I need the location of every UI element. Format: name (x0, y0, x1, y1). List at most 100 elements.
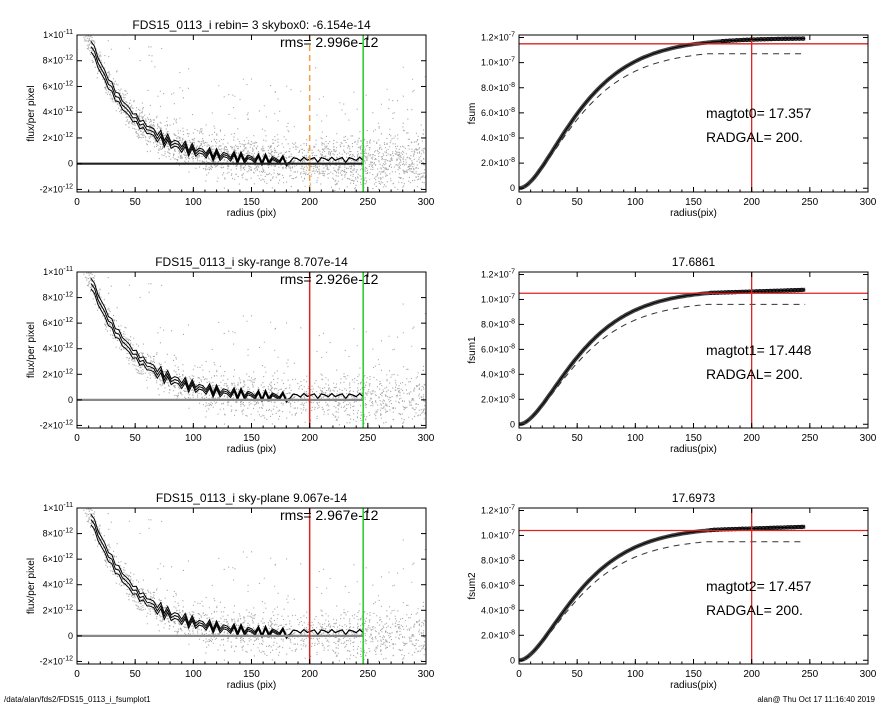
y-axis-label: flux/per pixel (26, 558, 37, 614)
y-tick-label: 2.0×10-8 (481, 157, 515, 168)
y-tick-mantissa: 4.0×10 (481, 133, 509, 143)
x-tick-label: 100 (627, 669, 644, 680)
y-tick-exponent: -12 (63, 55, 73, 62)
x-tick-label: 200 (743, 669, 760, 680)
x-tick-label: 200 (301, 669, 318, 680)
y-tick-label: -2×10-12 (40, 419, 74, 430)
plot-area (519, 36, 806, 191)
y-tick-label: 0 (68, 631, 73, 641)
y-tick-mantissa: 0 (68, 631, 73, 641)
y-tick-exponent: -8 (509, 368, 515, 375)
fsum-marker (799, 287, 804, 293)
y-tick-label: 1.2×10-7 (481, 32, 515, 43)
y-tick-mantissa: 1.0×10 (481, 294, 509, 304)
x-tick-label: 200 (301, 433, 318, 444)
y-tick-exponent: -12 (63, 419, 73, 426)
y-tick-mantissa: 2×10 (43, 605, 63, 615)
x-tick-label: 50 (572, 197, 584, 208)
y-tick-exponent: -8 (509, 629, 515, 636)
fsum-marker (799, 524, 804, 530)
y-tick-mantissa: 4.0×10 (481, 369, 509, 379)
y-tick-mantissa: -2×10 (40, 184, 63, 194)
y-tick-label: 1.0×10-7 (481, 293, 515, 304)
y-tick-exponent: -12 (63, 368, 73, 375)
y-tick-exponent: -7 (509, 504, 515, 511)
x-tick-label: 100 (185, 197, 202, 208)
y-tick-label: 4.0×10-8 (481, 132, 515, 143)
y-tick-label: 6×10-12 (43, 80, 74, 91)
y-tick-exponent: -12 (63, 317, 73, 324)
y-tick-exponent: -11 (63, 502, 73, 509)
y-tick-mantissa: 0 (68, 159, 73, 169)
chart-title: FDS15_0113_i sky-range 8.707e-14 (155, 255, 348, 269)
x-tick-label: 250 (359, 669, 376, 680)
y-tick-mantissa: 4.0×10 (481, 605, 509, 615)
y-tick-exponent: -8 (509, 157, 515, 164)
y-tick-exponent: -8 (509, 604, 515, 611)
y-tick-mantissa: 4×10 (43, 580, 63, 590)
x-tick-label: 150 (243, 433, 260, 444)
y-tick-exponent: -12 (63, 132, 73, 139)
x-tick-label: 50 (130, 433, 142, 444)
y-axis-label: flux/per pixel (26, 85, 37, 141)
y-tick-mantissa: 2.0×10 (481, 630, 509, 640)
y-tick-label: 2×10-12 (43, 368, 74, 379)
y-tick-exponent: -7 (509, 293, 515, 300)
profile-line-3 (90, 51, 364, 167)
y-tick-exponent: -11 (63, 266, 73, 273)
y-tick-exponent: -7 (509, 57, 515, 64)
fsum-curve-core (519, 289, 806, 425)
y-tick-label: 4.0×10-8 (481, 604, 515, 615)
y-tick-label: 1×10-11 (43, 502, 73, 513)
chart-title: FDS15_0113_i rebin= 3 skybox0: -6.154e-1… (132, 18, 371, 32)
x-tick-label: 300 (418, 433, 435, 444)
y-tick-label: 6.0×10-8 (481, 107, 515, 118)
y-tick-mantissa: 8.0×10 (481, 319, 509, 329)
y-tick-exponent: -7 (509, 529, 515, 536)
chart-profile-1: rms= 2.996e-12 0 50 100 150 200 250 300 1×10-11 8… (26, 18, 435, 219)
y-tick-exponent: -8 (509, 579, 515, 586)
y-tick-exponent: -12 (63, 655, 73, 662)
y-tick-label: -2×10-12 (40, 183, 74, 194)
y-tick-mantissa: 1×10 (43, 267, 63, 277)
y-tick-mantissa: 1×10 (43, 30, 63, 40)
y-tick-label: 8.0×10-8 (481, 82, 515, 93)
y-axis-label: fsum2 (467, 572, 478, 600)
y-tick-mantissa: 2×10 (43, 133, 63, 143)
y-axis-label: flux/per pixel (26, 322, 37, 378)
rms-annotation: rms= 2.996e-12 (280, 34, 379, 50)
magtot-label: magtot1= 17.448 (706, 342, 812, 358)
axes-frame (76, 507, 427, 665)
profile-line-3 (90, 524, 364, 640)
chart-fsum-1: magtot0= 17.357 RADGAL= 200. 0 50 100 150 200 2… (467, 32, 877, 219)
fsum-marker (800, 36, 806, 41)
x-tick-label: 200 (743, 433, 760, 444)
chart-title: 17.6861 (672, 255, 716, 269)
y-tick-mantissa: 8×10 (43, 56, 63, 66)
y-tick-mantissa: 8.0×10 (481, 83, 509, 93)
x-axis-label: radius (pix) (227, 680, 276, 691)
x-tick-label: 300 (860, 669, 877, 680)
chart-profile-3: rms= 2.967e-12 0 50 100 150 200 250 300 1×10-11 8… (26, 491, 435, 691)
footer-user-timestamp: alan@ Thu Oct 17 11:16:40 2019 (757, 695, 875, 704)
y-tick-mantissa: 6×10 (43, 554, 63, 564)
plot-area (77, 35, 426, 192)
x-tick-label: 50 (572, 669, 584, 680)
x-tick-label: 150 (243, 197, 260, 208)
y-tick-label: 1.0×10-7 (481, 529, 515, 540)
y-axis-label: fsum (467, 103, 478, 125)
y-tick-mantissa: 0 (510, 655, 515, 665)
y-tick-label: 8.0×10-8 (481, 318, 515, 329)
y-tick-mantissa: 8×10 (43, 293, 63, 303)
y-tick-label: 2×10-12 (43, 132, 74, 143)
x-tick-label: 0 (516, 433, 522, 444)
y-tick-mantissa: 6.0×10 (481, 580, 509, 590)
y-tick-mantissa: 0 (510, 183, 515, 193)
x-tick-label: 100 (185, 433, 202, 444)
y-tick-exponent: -8 (509, 107, 515, 114)
x-tick-label: 250 (801, 669, 818, 680)
y-tick-mantissa: -2×10 (40, 420, 63, 430)
footer-path: /data/alan/fds2/FDS15_0113_i_fsumplot1 (4, 695, 151, 704)
y-tick-exponent: -8 (509, 318, 515, 325)
